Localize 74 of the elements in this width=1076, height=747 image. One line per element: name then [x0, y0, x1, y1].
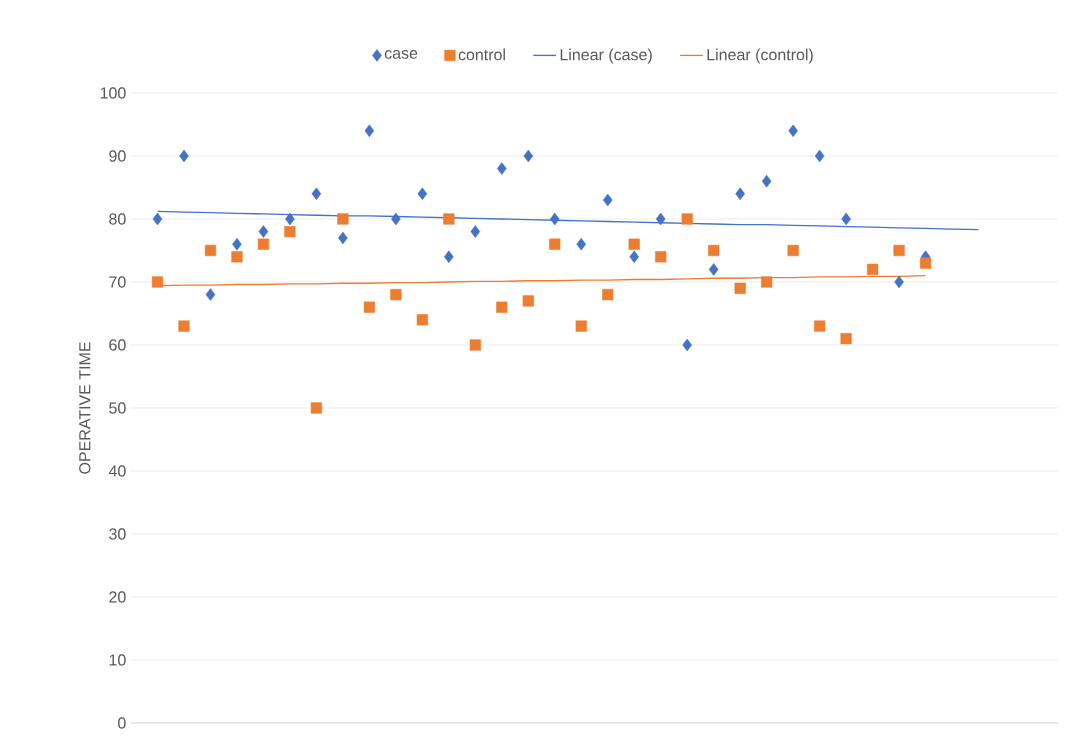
- point: [444, 250, 454, 264]
- point: [391, 212, 401, 226]
- point: [470, 225, 481, 238]
- point: [285, 212, 295, 226]
- point: [602, 193, 613, 207]
- point: [151, 276, 164, 288]
- legend-label: Linear (case): [560, 48, 652, 64]
- point: [337, 213, 349, 225]
- point: [575, 320, 587, 332]
- point: [469, 339, 481, 351]
- legend-label: case: [384, 50, 418, 59]
- point: [893, 244, 905, 257]
- y-tick-label: 60: [109, 339, 126, 351]
- point: [549, 238, 561, 250]
- point: [655, 251, 667, 263]
- point: [390, 288, 402, 301]
- point: [576, 237, 587, 251]
- point: [152, 212, 163, 226]
- point: [761, 276, 773, 288]
- point: [629, 250, 639, 264]
- point: [734, 282, 746, 294]
- legend-label: Linear (control): [707, 48, 813, 64]
- point: [416, 314, 428, 326]
- point: [894, 275, 904, 289]
- point: [708, 263, 719, 276]
- y-tick-label: 30: [109, 528, 126, 540]
- y-tick-label: 90: [109, 150, 126, 162]
- legend-label: control: [458, 48, 505, 61]
- point: [232, 237, 242, 251]
- point: [735, 187, 745, 201]
- point: [363, 301, 375, 313]
- point: [523, 149, 534, 163]
- point: [231, 251, 243, 263]
- point: [761, 174, 772, 188]
- point: [682, 338, 692, 352]
- point: [787, 244, 799, 257]
- point: [919, 257, 932, 269]
- y-tick-label: 70: [109, 276, 126, 288]
- y-tick-label: 20: [109, 591, 126, 603]
- point: [258, 225, 269, 238]
- y-tick-label: 40: [108, 465, 126, 477]
- point: [204, 244, 217, 257]
- point: [257, 238, 270, 250]
- point: [496, 301, 508, 313]
- point: [866, 263, 879, 275]
- point: [522, 295, 534, 307]
- point: [602, 288, 614, 301]
- point: [179, 149, 189, 163]
- point: [205, 288, 216, 301]
- y-axis-title: OPERATIVE TIME: [79, 342, 91, 474]
- point: [840, 333, 852, 345]
- point: [364, 124, 375, 138]
- point: [655, 212, 666, 226]
- point: [681, 213, 693, 225]
- y-tick-label: 80: [109, 213, 126, 225]
- point: [311, 187, 322, 201]
- point: [814, 320, 826, 332]
- point: [443, 213, 455, 225]
- point: [284, 225, 296, 238]
- point: [310, 402, 323, 414]
- point: [628, 238, 640, 250]
- point: [417, 187, 428, 201]
- y-tick-label: 0: [118, 717, 126, 729]
- point: [788, 124, 798, 138]
- point: [338, 231, 348, 245]
- point: [708, 244, 720, 257]
- point: [497, 162, 507, 175]
- point: [178, 320, 190, 332]
- point: [814, 149, 825, 163]
- y-tick-label: 10: [109, 654, 126, 666]
- y-tick-label: 100: [100, 87, 126, 99]
- point: [550, 212, 560, 226]
- y-tick-label: 50: [109, 402, 126, 414]
- point: [841, 212, 851, 226]
